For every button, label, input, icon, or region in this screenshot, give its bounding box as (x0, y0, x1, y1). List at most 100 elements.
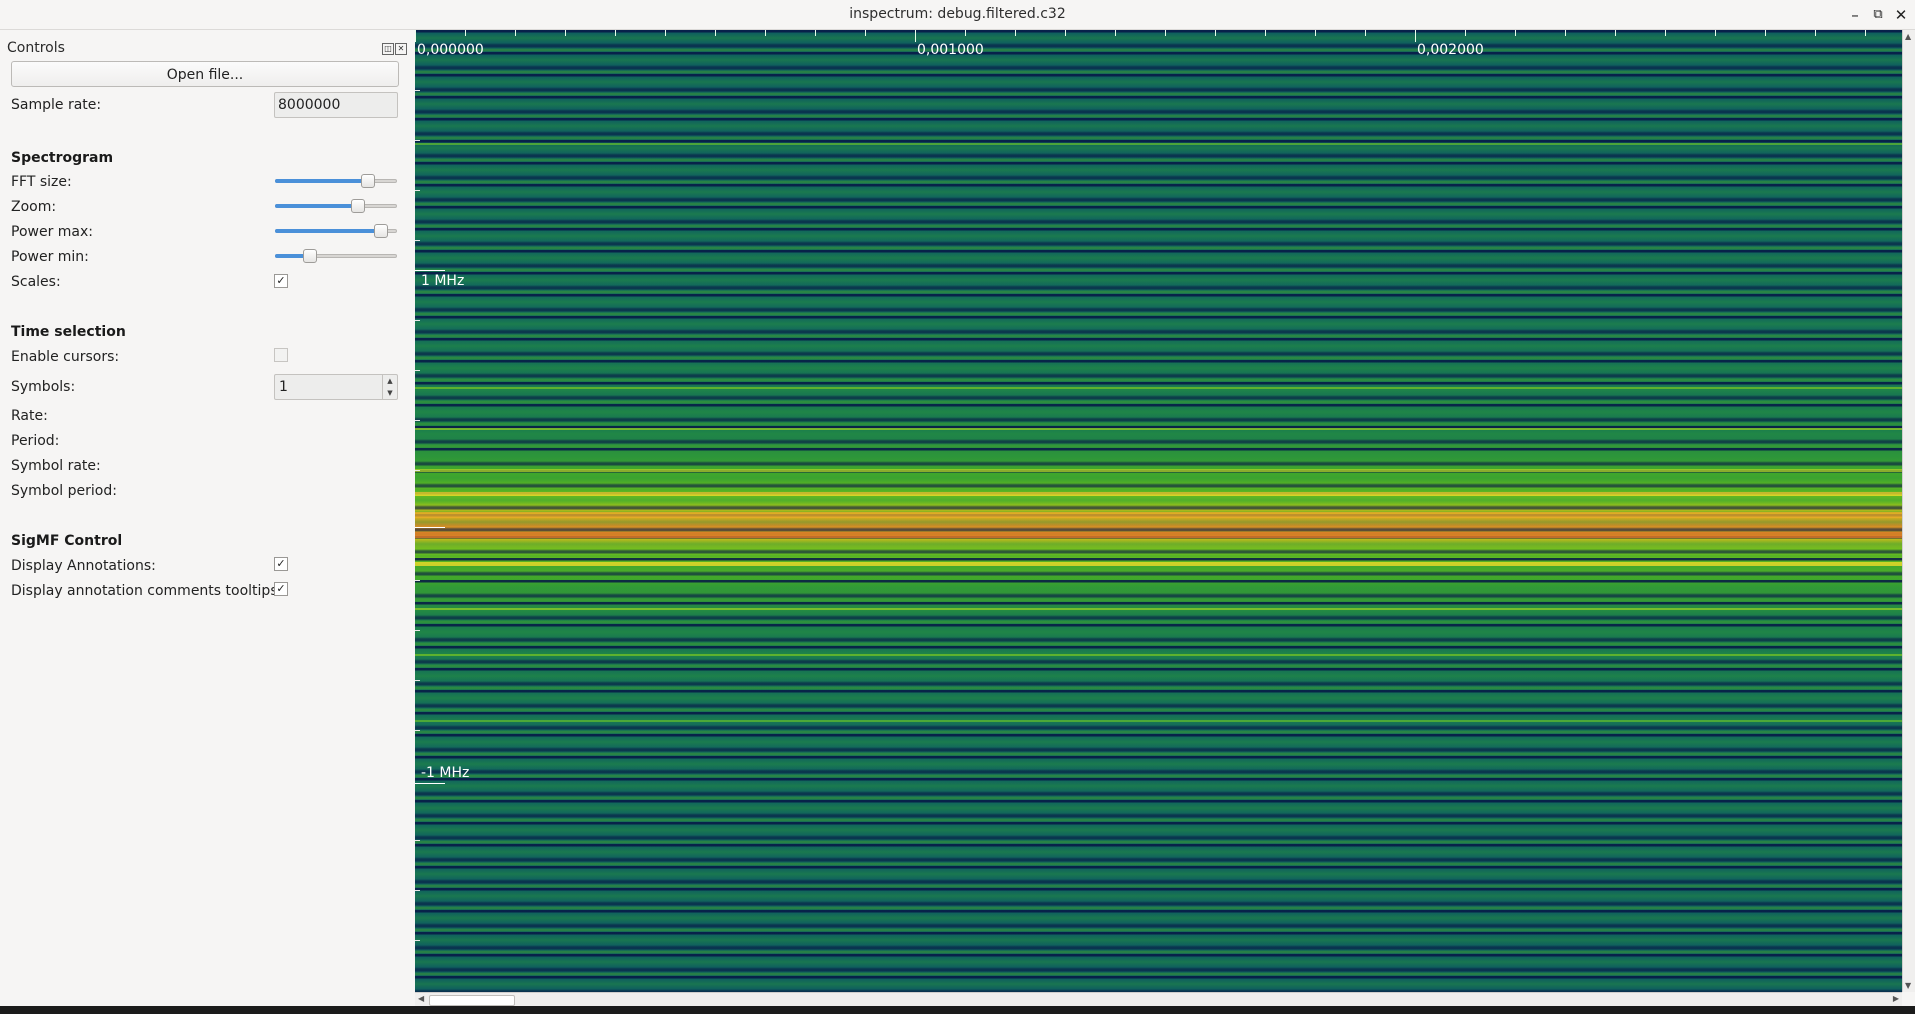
signal-band-upper (415, 492, 1902, 496)
sample-rate-input[interactable] (274, 92, 398, 118)
time-minor-tick (1265, 30, 1266, 36)
signal-band-core-2 (415, 532, 1902, 538)
fft-size-slider[interactable] (275, 174, 397, 188)
time-minor-tick (565, 30, 566, 36)
minimize-button[interactable]: – (1851, 6, 1859, 24)
time-minor-tick (1615, 30, 1616, 36)
freq-minor-tick (415, 320, 420, 321)
time-minor-tick (515, 30, 516, 36)
freq-minor-tick (415, 940, 420, 941)
dock-close-icon[interactable]: ✕ (395, 43, 407, 55)
display-tooltips-checkbox[interactable]: ✓ (274, 582, 288, 596)
symbols-spin-arrows[interactable]: ▲ ▼ (382, 375, 397, 399)
time-minor-tick (615, 30, 616, 36)
freq-minor-tick (415, 890, 420, 891)
freq-minor-tick (415, 140, 420, 141)
horizontal-scrollbar[interactable]: ◀ ▶ (415, 992, 1902, 1006)
freq-label-top: 1 MHz (421, 273, 465, 289)
fft-size-label: FFT size: (11, 174, 72, 190)
freq-minor-tick (415, 470, 420, 471)
freq-minor-tick (415, 240, 420, 241)
time-minor-tick (1365, 30, 1366, 36)
controls-panel-title: Controls (7, 40, 65, 56)
time-minor-tick (1865, 30, 1866, 36)
time-minor-tick (1815, 30, 1816, 36)
controls-panel: Controls ◫ ✕ Open file... Sample rate: S… (0, 30, 414, 1014)
time-minor-tick (1215, 30, 1216, 36)
zoom-slider[interactable] (275, 199, 397, 213)
scroll-up-arrow[interactable]: ▲ (1905, 32, 1912, 41)
time-minor-tick (1165, 30, 1166, 36)
scroll-right-arrow[interactable]: ▶ (1892, 994, 1899, 1003)
horizontal-scroll-thumb[interactable] (429, 995, 515, 1006)
fft-size-slider-handle[interactable] (360, 174, 375, 188)
time-minor-tick (715, 30, 716, 36)
window-titlebar: inspectrum: debug.filtered.c32 – ⧉ ✕ (0, 0, 1915, 30)
power-max-slider-handle[interactable] (373, 224, 388, 238)
symbol-period-label: Symbol period: (11, 483, 117, 499)
time-major-tick (1415, 30, 1416, 42)
scroll-left-arrow[interactable]: ◀ (418, 994, 425, 1003)
power-max-slider[interactable] (275, 224, 397, 238)
maximize-button[interactable]: ⧉ (1873, 7, 1883, 22)
scroll-down-arrow[interactable]: ▼ (1905, 981, 1912, 990)
power-min-slider[interactable] (275, 249, 397, 263)
time-minor-tick (1115, 30, 1116, 36)
scales-checkbox[interactable]: ✓ (274, 274, 288, 288)
power-min-slider-handle[interactable] (303, 249, 318, 263)
freq-tick (415, 270, 445, 271)
vertical-scrollbar[interactable]: ▲ ▼ (1902, 30, 1915, 992)
symbol-rate-label: Symbol rate: (11, 458, 101, 474)
zoom-slider-handle[interactable] (350, 199, 365, 213)
freq-tick-center (415, 527, 445, 528)
enable-cursors-checkbox[interactable] (274, 348, 288, 362)
freq-minor-tick (415, 420, 420, 421)
time-minor-tick (465, 30, 466, 36)
display-annotations-label: Display Annotations: (11, 558, 156, 574)
power-max-label: Power max: (11, 224, 93, 240)
freq-minor-tick (415, 90, 420, 91)
power-min-label: Power min: (11, 249, 89, 265)
display-annotations-checkbox[interactable]: ✓ (274, 557, 288, 571)
zoom-label: Zoom: (11, 199, 57, 215)
time-minor-tick (1515, 30, 1516, 36)
freq-label-bottom: -1 MHz (421, 765, 470, 781)
signal-line (415, 608, 1902, 610)
signal-line (415, 387, 1902, 389)
time-ruler (415, 30, 1902, 42)
open-file-button[interactable]: Open file... (11, 61, 399, 87)
sample-rate-label: Sample rate: (11, 97, 102, 113)
time-minor-tick (1315, 30, 1316, 36)
time-label: 0,000000 (417, 42, 484, 58)
signal-line (415, 143, 1902, 145)
freq-minor-tick (415, 840, 420, 841)
time-minor-tick (965, 30, 966, 36)
window-title: inspectrum: debug.filtered.c32 (849, 6, 1066, 22)
scales-label: Scales: (11, 274, 61, 290)
time-minor-tick (1715, 30, 1716, 36)
time-major-tick (415, 30, 416, 42)
freq-minor-tick (415, 730, 420, 731)
symbols-label: Symbols: (11, 379, 76, 395)
time-minor-tick (1765, 30, 1766, 36)
signal-line (415, 428, 1902, 430)
freq-minor-tick (415, 680, 420, 681)
period-label: Period: (11, 433, 60, 449)
window-bottom-edge (0, 1006, 1915, 1014)
signal-line (415, 469, 1902, 472)
time-minor-tick (1465, 30, 1466, 36)
signal-band-core-1 (415, 512, 1902, 518)
symbols-value[interactable]: 1 (279, 379, 288, 395)
time-minor-tick (1665, 30, 1666, 36)
close-window-button[interactable]: ✕ (1894, 6, 1908, 24)
symbols-spinbox[interactable]: 1 ▲ ▼ (274, 374, 398, 400)
time-minor-tick (765, 30, 766, 36)
time-minor-tick (1065, 30, 1066, 36)
freq-minor-tick (415, 630, 420, 631)
display-tooltips-label: Display annotation comments tooltips: (11, 583, 283, 599)
time-minor-tick (865, 30, 866, 36)
freq-tick (415, 783, 445, 784)
spectrogram-view[interactable]: 0,000000 0,001000 0,002000 1 MHz -1 MHz (415, 30, 1902, 992)
rate-label: Rate: (11, 408, 48, 424)
dock-float-icon[interactable]: ◫ (382, 43, 394, 55)
